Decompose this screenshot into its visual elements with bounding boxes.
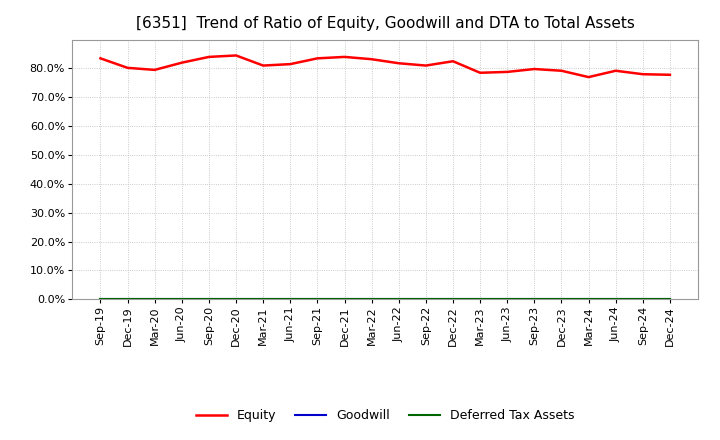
Deferred Tax Assets bbox=[150, 297, 159, 302]
Deferred Tax Assets bbox=[665, 297, 674, 302]
Deferred Tax Assets bbox=[639, 297, 647, 302]
Deferred Tax Assets bbox=[204, 297, 213, 302]
Goodwill bbox=[503, 297, 511, 302]
Goodwill bbox=[150, 297, 159, 302]
Equity bbox=[557, 68, 566, 73]
Goodwill bbox=[96, 297, 105, 302]
Deferred Tax Assets bbox=[476, 297, 485, 302]
Deferred Tax Assets bbox=[367, 297, 376, 302]
Deferred Tax Assets bbox=[584, 297, 593, 302]
Goodwill bbox=[178, 297, 186, 302]
Legend: Equity, Goodwill, Deferred Tax Assets: Equity, Goodwill, Deferred Tax Assets bbox=[191, 404, 580, 427]
Equity bbox=[476, 70, 485, 75]
Deferred Tax Assets bbox=[286, 297, 294, 302]
Goodwill bbox=[204, 297, 213, 302]
Equity bbox=[449, 59, 457, 64]
Deferred Tax Assets bbox=[259, 297, 268, 302]
Equity bbox=[204, 54, 213, 59]
Goodwill bbox=[530, 297, 539, 302]
Goodwill bbox=[665, 297, 674, 302]
Deferred Tax Assets bbox=[178, 297, 186, 302]
Deferred Tax Assets bbox=[530, 297, 539, 302]
Deferred Tax Assets bbox=[449, 297, 457, 302]
Deferred Tax Assets bbox=[96, 297, 105, 302]
Equity bbox=[123, 65, 132, 70]
Equity bbox=[421, 63, 430, 68]
Equity bbox=[367, 57, 376, 62]
Equity bbox=[313, 56, 322, 61]
Goodwill bbox=[286, 297, 294, 302]
Deferred Tax Assets bbox=[123, 297, 132, 302]
Equity bbox=[639, 72, 647, 77]
Goodwill bbox=[421, 297, 430, 302]
Deferred Tax Assets bbox=[313, 297, 322, 302]
Equity bbox=[584, 74, 593, 80]
Goodwill bbox=[313, 297, 322, 302]
Deferred Tax Assets bbox=[503, 297, 511, 302]
Goodwill bbox=[123, 297, 132, 302]
Equity bbox=[530, 66, 539, 72]
Equity bbox=[341, 54, 349, 59]
Deferred Tax Assets bbox=[395, 297, 403, 302]
Title: [6351]  Trend of Ratio of Equity, Goodwill and DTA to Total Assets: [6351] Trend of Ratio of Equity, Goodwil… bbox=[136, 16, 634, 32]
Deferred Tax Assets bbox=[232, 297, 240, 302]
Goodwill bbox=[395, 297, 403, 302]
Goodwill bbox=[611, 297, 620, 302]
Goodwill bbox=[449, 297, 457, 302]
Equity bbox=[232, 53, 240, 58]
Goodwill bbox=[259, 297, 268, 302]
Goodwill bbox=[557, 297, 566, 302]
Deferred Tax Assets bbox=[421, 297, 430, 302]
Goodwill bbox=[476, 297, 485, 302]
Goodwill bbox=[341, 297, 349, 302]
Deferred Tax Assets bbox=[341, 297, 349, 302]
Line: Equity: Equity bbox=[101, 55, 670, 77]
Goodwill bbox=[367, 297, 376, 302]
Goodwill bbox=[584, 297, 593, 302]
Equity bbox=[178, 60, 186, 65]
Deferred Tax Assets bbox=[611, 297, 620, 302]
Equity bbox=[395, 61, 403, 66]
Equity bbox=[611, 68, 620, 73]
Goodwill bbox=[232, 297, 240, 302]
Deferred Tax Assets bbox=[557, 297, 566, 302]
Equity bbox=[259, 63, 268, 68]
Equity bbox=[150, 67, 159, 73]
Goodwill bbox=[639, 297, 647, 302]
Equity bbox=[503, 69, 511, 74]
Equity bbox=[96, 56, 105, 61]
Equity bbox=[665, 72, 674, 77]
Equity bbox=[286, 62, 294, 67]
